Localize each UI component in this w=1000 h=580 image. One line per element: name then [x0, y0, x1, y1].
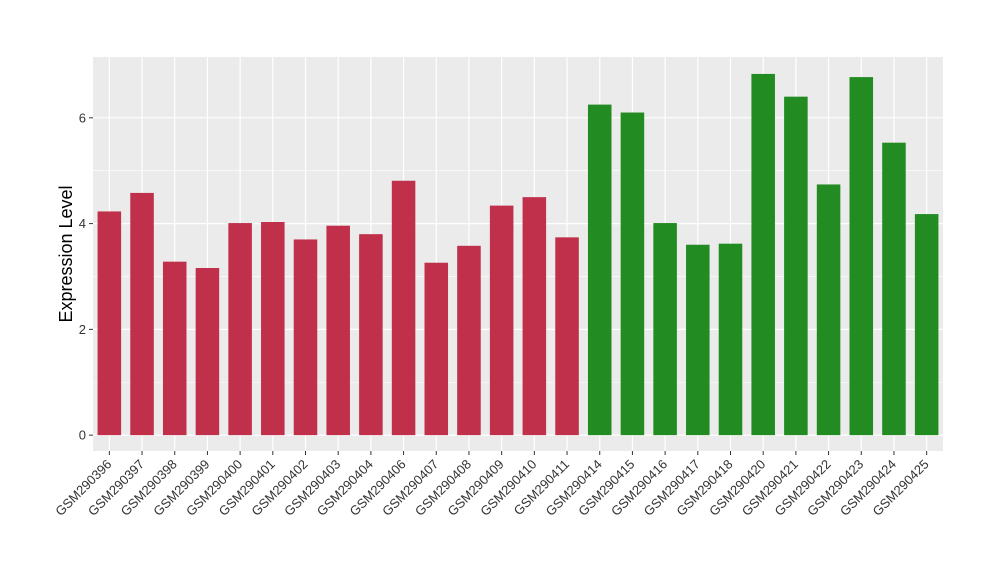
bar-GSM290400: [228, 223, 252, 436]
bar-GSM290422: [816, 184, 841, 436]
bar-GSM290424: [882, 142, 906, 436]
y-axis: 0 2 4 6: [79, 110, 93, 443]
y-tick-label: 2: [79, 322, 86, 337]
y-axis-title: Expression Level: [56, 185, 76, 322]
bar-GSM290396: [97, 211, 122, 436]
bar-GSM290403: [326, 225, 350, 436]
bar-GSM290408: [457, 245, 481, 436]
plot-panel: [93, 57, 943, 451]
bar-GSM290401: [261, 222, 285, 436]
bar-GSM290406: [391, 180, 416, 436]
bar-GSM290423: [849, 77, 874, 436]
bar-GSM290418: [718, 243, 743, 436]
y-tick-label: 6: [79, 110, 86, 125]
bar-GSM290402: [293, 239, 318, 436]
bar-GSM290404: [359, 234, 383, 436]
bar-GSM290411: [555, 237, 579, 436]
bar-GSM290409: [489, 205, 514, 436]
y-tick-label: 0: [79, 428, 86, 443]
bar-GSM290421: [784, 96, 808, 436]
bar-GSM290420: [751, 73, 775, 436]
y-tick-label: 4: [79, 216, 86, 231]
bar-GSM290398: [162, 261, 187, 436]
x-axis: GSM290396GSM290397GSM290398GSM290399GSM2…: [52, 451, 932, 519]
bar-GSM290415: [620, 112, 645, 436]
bar-GSM290399: [195, 268, 220, 436]
bar-GSM290425: [914, 214, 939, 436]
bar-GSM290414: [587, 104, 612, 436]
bar-GSM290416: [653, 223, 677, 436]
bars-group: [97, 73, 939, 436]
bar-GSM290417: [686, 244, 710, 436]
bar-GSM290397: [130, 192, 154, 436]
bar-GSM290410: [522, 197, 547, 436]
bar-GSM290407: [424, 262, 449, 436]
